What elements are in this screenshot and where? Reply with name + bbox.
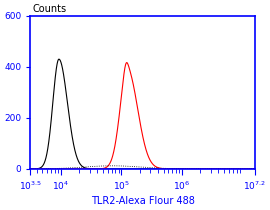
Text: Counts: Counts xyxy=(33,4,67,14)
X-axis label: TLR2-Alexa Flour 488: TLR2-Alexa Flour 488 xyxy=(90,196,194,206)
